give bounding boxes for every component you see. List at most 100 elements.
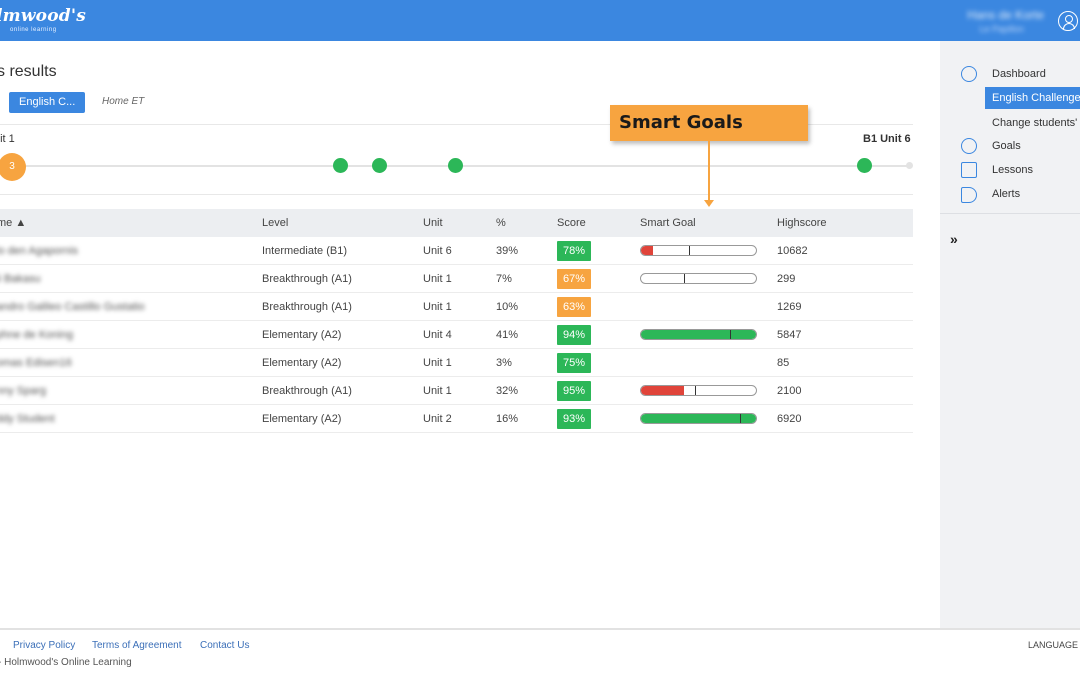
main-content: s results English C... Home ET nit 1 B1 … — [0, 41, 940, 628]
progress-end-label: B1 Unit 6 — [863, 133, 911, 145]
column-header-name[interactable]: me ▲ — [0, 217, 27, 229]
smart-goal-bar — [640, 413, 757, 424]
footer: Privacy Policy Terms of Agreement Contac… — [0, 628, 1080, 675]
student-percent: 39% — [496, 245, 519, 257]
student-name[interactable]: phne de Koning — [0, 329, 74, 341]
column-header-level[interactable]: Level — [262, 217, 289, 229]
column-header-unit[interactable]: Unit — [423, 217, 443, 229]
table-row[interactable]: ii Bakasu Breakthrough (A1) Unit 1 7% 67% 299 — [0, 265, 913, 293]
student-percent: 7% — [496, 273, 512, 285]
tab-home-et[interactable]: Home ET — [102, 96, 145, 107]
table-row[interactable]: andro Galileo Castillo Gustatio Breakthro… — [0, 293, 913, 321]
student-level: Intermediate (B1) — [262, 245, 347, 257]
nav-alerts[interactable]: Alerts — [992, 188, 1021, 200]
student-level: Breakthrough (A1) — [262, 273, 352, 285]
logo-subtitle: online learning — [10, 27, 57, 33]
smart-goal-fill — [641, 386, 684, 395]
table-row[interactable]: omas Edisen16 Elementary (A2) Unit 1 3% 75% 8… — [0, 349, 913, 377]
student-name[interactable]: nny Sparg — [0, 385, 47, 397]
user-name[interactable]: Hans de Korte — [967, 8, 1044, 22]
user-org: Le Papillon — [979, 24, 1024, 34]
student-level: Elementary (A2) — [262, 357, 342, 369]
smart-goal-marker — [683, 274, 685, 283]
student-name[interactable]: omas Edisen16 — [0, 357, 72, 369]
student-highscore: 1269 — [777, 301, 802, 313]
sidebar-divider — [940, 213, 1080, 214]
student-count-bubble[interactable]: 3 — [0, 153, 26, 181]
student-percent: 41% — [496, 329, 519, 341]
divider — [0, 194, 913, 195]
student-highscore: 5847 — [777, 329, 802, 341]
student-name[interactable]: ddy Student — [0, 413, 55, 425]
student-highscore: 85 — [777, 357, 790, 369]
table-row[interactable]: phne de Koning Elementary (A2) Unit 4 41% 94… — [0, 321, 913, 349]
copyright: - Holmwood's Online Learning — [0, 657, 132, 668]
nav-english-challenge[interactable]: English Challenge — [985, 87, 1080, 109]
smart-goal-marker — [739, 414, 741, 423]
page-title: s results — [0, 63, 57, 80]
smart-goals-callout: Smart Goals — [610, 105, 808, 141]
score-badge: 67% — [557, 269, 591, 289]
table-row[interactable]: nny Sparg Breakthrough (A1) Unit 1 32% 95% 21… — [0, 377, 913, 405]
language-selector[interactable]: LANGUAGE — [1028, 640, 1079, 650]
nav-goals[interactable]: Goals — [992, 140, 1021, 152]
top-header: lmwood's online learning Hans de Korte L… — [0, 0, 1080, 41]
student-highscore: 2100 — [777, 385, 802, 397]
column-header-smart-goal[interactable]: Smart Goal — [640, 217, 696, 229]
smart-goal-fill — [641, 330, 756, 339]
progress-track-end — [906, 162, 913, 169]
divider — [0, 124, 913, 125]
terms-link[interactable]: Terms of Agreement — [92, 640, 182, 651]
callout-arrow-icon — [704, 200, 714, 207]
score-badge: 93% — [557, 409, 591, 429]
score-badge: 95% — [557, 381, 591, 401]
smart-goal-marker — [689, 246, 691, 255]
callout-pointer-line — [708, 141, 710, 202]
table-row[interactable]: ddy Student Elementary (A2) Unit 2 16% 93% 69… — [0, 405, 913, 433]
contact-us-link[interactable]: Contact Us — [200, 640, 250, 651]
score-badge: 94% — [557, 325, 591, 345]
column-header-highscore[interactable]: Highscore — [777, 217, 827, 229]
smart-goal-marker — [729, 330, 731, 339]
nav-dashboard[interactable]: Dashboard — [992, 68, 1046, 80]
user-avatar-icon[interactable] — [1058, 11, 1078, 31]
column-header-score[interactable]: Score — [557, 217, 586, 229]
progress-start-label: nit 1 — [0, 133, 15, 145]
student-dot[interactable] — [333, 158, 348, 173]
student-dot[interactable] — [857, 158, 872, 173]
nav-change-students-level[interactable]: Change students' le — [992, 117, 1080, 129]
speedometer-icon — [961, 66, 977, 82]
student-percent: 3% — [496, 357, 512, 369]
student-percent: 16% — [496, 413, 519, 425]
smart-goal-marker — [695, 386, 697, 395]
nav-lessons[interactable]: Lessons — [992, 164, 1033, 176]
student-unit: Unit 6 — [423, 245, 452, 257]
student-unit: Unit 1 — [423, 301, 452, 313]
privacy-policy-link[interactable]: Privacy Policy — [13, 640, 76, 651]
logo[interactable]: lmwood's — [0, 6, 87, 26]
smart-goal-fill — [641, 246, 653, 255]
student-highscore: 299 — [777, 273, 796, 285]
student-percent: 10% — [496, 301, 519, 313]
score-badge: 78% — [557, 241, 591, 261]
student-name[interactable]: andro Galileo Castillo Gustatio — [0, 301, 145, 313]
student-name[interactable]: lo den Agapornis — [0, 245, 78, 257]
student-level: Elementary (A2) — [262, 413, 342, 425]
right-sidebar: Dashboard English Challenge Change stude… — [940, 41, 1080, 628]
lessons-icon — [961, 162, 977, 178]
student-unit: Unit 1 — [423, 385, 452, 397]
table-row[interactable]: lo den Agapornis Intermediate (B1) Unit 6 3… — [0, 237, 913, 265]
student-level: Breakthrough (A1) — [262, 301, 352, 313]
expand-sidebar-icon[interactable]: » — [950, 231, 958, 247]
student-unit: Unit 2 — [423, 413, 452, 425]
column-header-percent[interactable]: % — [496, 217, 506, 229]
student-level: Elementary (A2) — [262, 329, 342, 341]
tab-english-challenge[interactable]: English C... — [9, 92, 85, 113]
student-dot[interactable] — [448, 158, 463, 173]
student-level: Breakthrough (A1) — [262, 385, 352, 397]
smart-goal-bar — [640, 385, 757, 396]
student-unit: Unit 1 — [423, 273, 452, 285]
student-unit: Unit 4 — [423, 329, 452, 341]
student-name[interactable]: ii Bakasu — [0, 273, 41, 285]
student-dot[interactable] — [372, 158, 387, 173]
